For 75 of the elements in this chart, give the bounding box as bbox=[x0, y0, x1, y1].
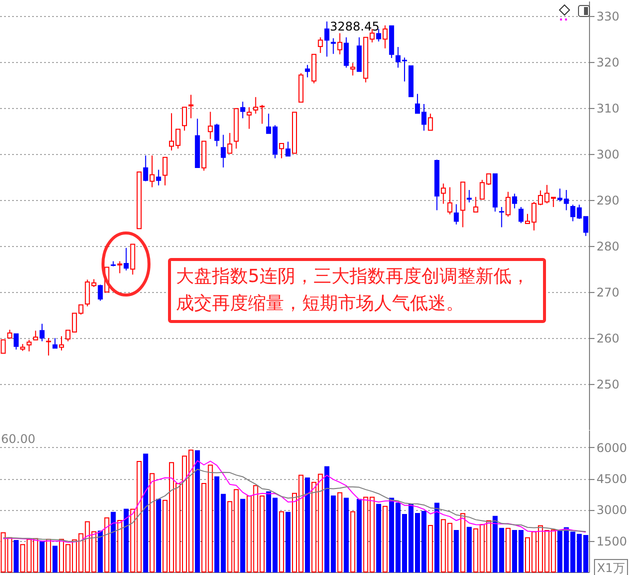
y-tick-label: 310 bbox=[596, 102, 620, 116]
bar bbox=[40, 541, 45, 572]
annotation: 3288.45 bbox=[330, 19, 380, 34]
bar bbox=[240, 498, 246, 572]
candlestick bbox=[117, 260, 122, 274]
candlestick bbox=[188, 94, 194, 119]
candlestick bbox=[58, 336, 64, 351]
candlestick bbox=[447, 186, 452, 215]
candlestick bbox=[26, 339, 32, 352]
bar bbox=[156, 498, 162, 572]
candlestick bbox=[304, 64, 310, 78]
bar bbox=[124, 508, 129, 572]
candlestick bbox=[440, 183, 446, 204]
candlestick bbox=[344, 36, 349, 68]
bar bbox=[376, 504, 382, 572]
candlestick bbox=[382, 24, 388, 49]
candlestick bbox=[14, 333, 19, 350]
candlestick bbox=[428, 113, 433, 131]
y-tick-label: 6000 bbox=[596, 440, 628, 455]
y-tick-label: 3000 bbox=[596, 503, 628, 518]
y-tick-label: 270 bbox=[596, 286, 620, 300]
y-tick-label: 290 bbox=[596, 194, 620, 208]
bar bbox=[14, 540, 19, 572]
y-tick-label: 1500 bbox=[596, 534, 628, 548]
bar bbox=[194, 450, 200, 572]
candlestick bbox=[512, 193, 518, 209]
text: X1万 bbox=[594, 559, 628, 575]
candlestick bbox=[150, 154, 155, 188]
y-tick-label: 280 bbox=[596, 240, 620, 254]
candlestick bbox=[240, 101, 246, 119]
candlestick bbox=[214, 123, 220, 147]
y-tick-label: 330 bbox=[596, 10, 620, 24]
candlestick bbox=[518, 206, 524, 224]
candlestick bbox=[124, 247, 129, 271]
y-tick-label: 4500 bbox=[596, 472, 628, 486]
bar bbox=[466, 526, 472, 572]
candlestick bbox=[220, 134, 226, 168]
candlestick bbox=[279, 143, 284, 159]
bar bbox=[110, 512, 116, 572]
candlestick bbox=[473, 196, 478, 213]
candlestick bbox=[330, 38, 336, 54]
candlestick bbox=[227, 132, 232, 154]
bar bbox=[143, 454, 148, 572]
annotation: 大盘指数5连阴，三大指数再度创调整新低，成交再度缩量，短期市场人气低迷。 bbox=[168, 258, 546, 323]
bar bbox=[286, 512, 291, 572]
candlestick bbox=[499, 206, 504, 228]
bar bbox=[98, 530, 103, 572]
candlestick bbox=[454, 204, 459, 225]
bar bbox=[434, 502, 440, 572]
y-tick-label: 250 bbox=[596, 378, 620, 392]
y-tick-label: 320 bbox=[596, 56, 620, 70]
candlestick bbox=[246, 106, 252, 130]
candlestick bbox=[143, 154, 148, 182]
bar bbox=[356, 498, 362, 572]
candlestick bbox=[318, 36, 323, 54]
annotation: 60.00 bbox=[1, 432, 36, 446]
candlestick bbox=[52, 338, 58, 349]
bar bbox=[304, 477, 310, 572]
bar bbox=[454, 530, 459, 572]
bar bbox=[52, 546, 58, 572]
candlestick bbox=[286, 141, 291, 157]
y-tick-label: 260 bbox=[596, 332, 620, 346]
candlestick bbox=[40, 323, 45, 342]
candlestick bbox=[156, 169, 162, 186]
candlestick bbox=[182, 106, 187, 132]
candlestick bbox=[506, 191, 511, 218]
candlestick bbox=[33, 330, 38, 340]
candlestick bbox=[208, 111, 213, 140]
candlestick bbox=[337, 32, 342, 55]
bar bbox=[344, 498, 349, 572]
candlestick bbox=[350, 62, 356, 76]
y-tick-label: 300 bbox=[596, 148, 620, 162]
candlestick bbox=[324, 20, 330, 58]
candlestick bbox=[98, 284, 103, 302]
candlestick bbox=[162, 156, 168, 186]
